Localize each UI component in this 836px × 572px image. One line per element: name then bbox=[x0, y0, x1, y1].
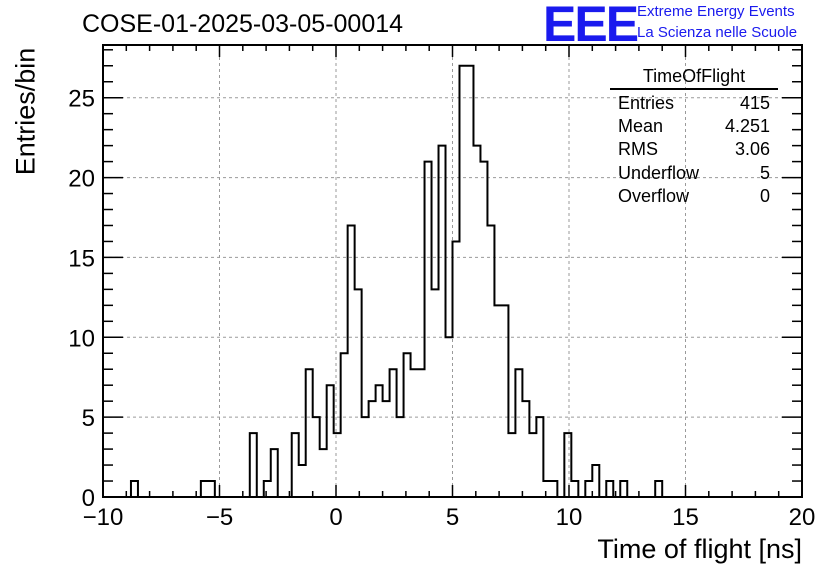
stats-value: 415 bbox=[739, 93, 770, 113]
logo-line-1: Extreme Energy Events bbox=[637, 3, 795, 20]
y-tick-label: 10 bbox=[68, 325, 95, 352]
y-tick-label: 5 bbox=[82, 405, 95, 432]
stats-box-title: TimeOfFlight bbox=[610, 66, 778, 90]
logo-line-2: La Scienza nelle Scuole bbox=[637, 24, 798, 41]
plot-frame bbox=[102, 44, 803, 498]
x-tick-label: 5 bbox=[446, 504, 459, 531]
stats-label: Mean bbox=[618, 116, 664, 137]
y-tick-label: 20 bbox=[68, 166, 95, 193]
stats-value: 0 bbox=[759, 185, 770, 206]
y-axis-label: Entries/bin bbox=[10, 47, 41, 176]
stats-label: RMS bbox=[618, 139, 658, 160]
x-tick-label: 10 bbox=[556, 504, 583, 531]
stats-value: 3.06 bbox=[734, 139, 770, 160]
chart-title: COSE-01-2025-03-05-00014 bbox=[82, 10, 404, 38]
x-tick-label: −10 bbox=[83, 504, 124, 531]
stats-label: Entries bbox=[618, 93, 675, 113]
stats-row: Underflow 5 bbox=[610, 162, 778, 185]
stats-label: Overflow bbox=[618, 185, 690, 206]
axis-ticks bbox=[102, 45, 803, 498]
x-tick-label: 20 bbox=[789, 504, 816, 531]
stats-row: Overflow 0 bbox=[610, 185, 778, 208]
x-tick-label: 0 bbox=[329, 504, 342, 531]
y-tick-label: 0 bbox=[82, 485, 95, 512]
x-axis-label: Time of flight [ns] bbox=[597, 534, 802, 564]
stats-box: TimeOfFlight Entries 415 Mean 4.251 RMS 3.0… bbox=[610, 66, 778, 208]
eee-logo: EEE bbox=[543, 0, 639, 52]
histogram-line bbox=[129, 64, 664, 498]
stats-row: Mean 4.251 bbox=[610, 115, 778, 138]
stats-value: 4.251 bbox=[724, 116, 770, 137]
stats-row: Entries 415 bbox=[610, 92, 778, 115]
y-tick-label: 15 bbox=[68, 245, 95, 272]
stats-value: 5 bbox=[759, 162, 770, 183]
x-tick-label: 15 bbox=[672, 504, 699, 531]
y-tick-label: 25 bbox=[68, 86, 95, 113]
x-tick-label: −5 bbox=[206, 504, 233, 531]
stats-row: RMS 3.06 bbox=[610, 138, 778, 161]
stats-label: Underflow bbox=[618, 162, 700, 183]
